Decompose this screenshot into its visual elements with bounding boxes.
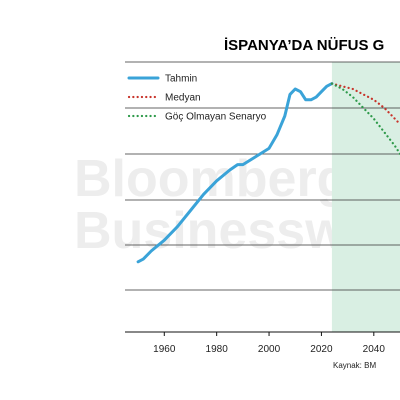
legend-label-1: Medyan — [165, 93, 201, 104]
series-layer — [136, 82, 400, 264]
legend-label-2: Göç Olmayan Senaryo — [165, 112, 267, 123]
series-line-3 — [330, 82, 400, 155]
legend-label-0: Tahmin — [165, 74, 197, 85]
series-line-2 — [330, 82, 400, 126]
x-axis-ticks: 1960 1980 2000 2020 2040 — [153, 332, 385, 355]
legend: Tahmin Medyan Göç Olmayan Senaryo — [127, 74, 267, 123]
watermark-line-1: Bloomberg — [74, 150, 348, 208]
x-tick-label-4: 2040 — [363, 344, 386, 355]
chart-title: İSPANYA’DA NÜFUS G — [224, 37, 384, 54]
x-tick-label-0: 1960 — [153, 344, 176, 355]
x-tick-label-1: 1980 — [206, 344, 229, 355]
series-line-1 — [136, 82, 334, 264]
forecast-shaded-region — [331, 62, 400, 332]
x-tick-label-2: 2000 — [258, 344, 281, 355]
x-tick-label-3: 2020 — [310, 344, 333, 355]
source-note: Kaynak: BM — [333, 361, 376, 370]
